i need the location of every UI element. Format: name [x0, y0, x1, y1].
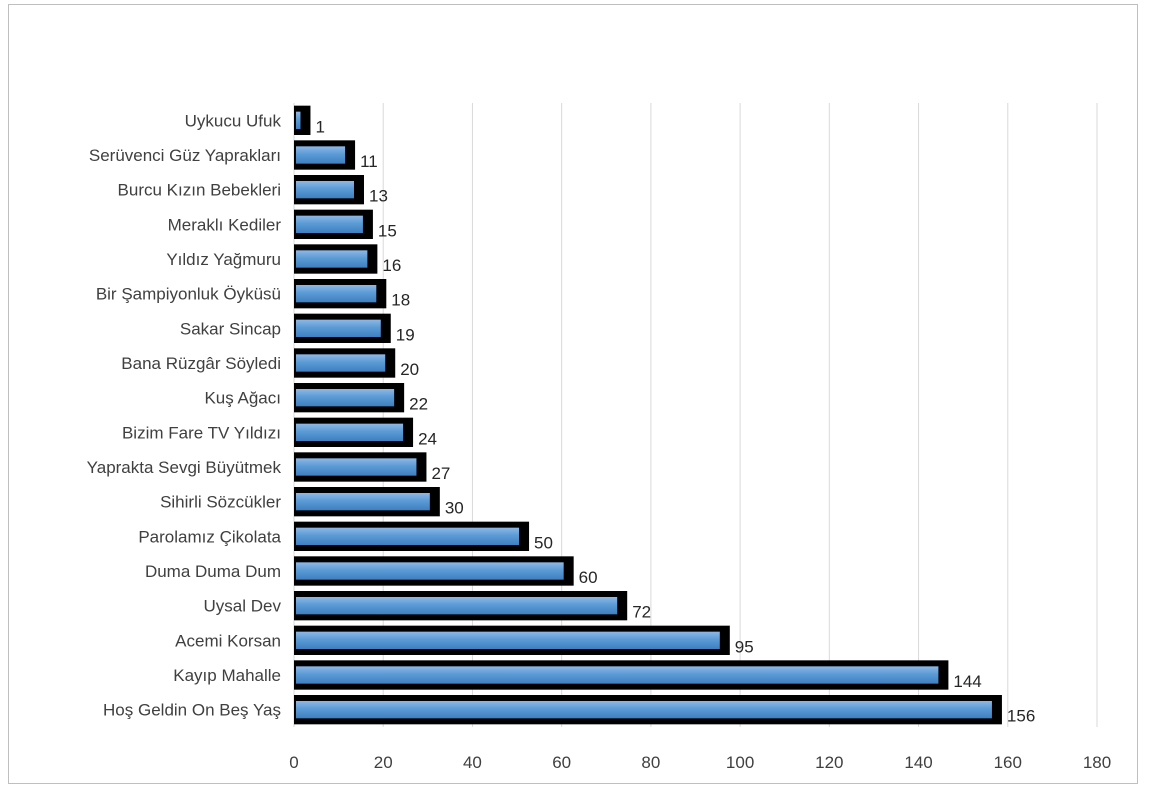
category-labels: Uykucu Ufuk Serüvenci Güz Yaprakları Burcu… — [87, 111, 282, 719]
bar-chart: Uykucu Ufuk Serüvenci Güz Yaprakları Burcu… — [87, 103, 1111, 772]
x-tick-label: 120 — [815, 753, 843, 772]
category-label: Bana Rüzgâr Söyledi — [121, 354, 281, 373]
bar — [296, 285, 377, 303]
bar — [296, 493, 430, 511]
category-label: Sihirli Sözcükler — [160, 493, 281, 512]
data-label: 1 — [315, 117, 324, 136]
bar — [296, 215, 363, 233]
category-label: Meraklı Kediler — [168, 215, 282, 234]
data-label: 20 — [400, 360, 419, 379]
category-label: Serüvenci Güz Yaprakları — [89, 146, 281, 165]
bar — [296, 146, 346, 164]
x-tick-label: 80 — [641, 753, 660, 772]
data-label: 156 — [1007, 707, 1035, 726]
bar — [296, 701, 992, 719]
x-tick-label: 60 — [552, 753, 571, 772]
category-label: Hoş Geldin On Beş Yaş — [103, 701, 281, 720]
data-label: 27 — [431, 464, 450, 483]
data-label: 15 — [378, 221, 397, 240]
data-label: 22 — [409, 395, 428, 414]
x-tick-label: 40 — [463, 753, 482, 772]
bar — [296, 111, 301, 129]
data-label: 30 — [445, 499, 464, 518]
data-label: 144 — [953, 672, 981, 691]
chart-frame: Uykucu Ufuk Serüvenci Güz Yaprakları Burcu… — [8, 4, 1138, 784]
x-tick-label: 160 — [994, 753, 1022, 772]
bar — [296, 597, 618, 615]
category-label: Kayıp Mahalle — [173, 666, 281, 685]
bar — [296, 631, 720, 649]
category-label: Uysal Dev — [204, 597, 282, 616]
x-axis-tick-labels: 0 20 40 60 80 100 120 140 160 180 — [289, 753, 1111, 772]
bar — [296, 250, 368, 268]
bar — [296, 666, 939, 684]
category-label: Bizim Fare TV Yıldızı — [122, 423, 281, 442]
data-label: 50 — [534, 533, 553, 552]
bar — [296, 319, 381, 337]
category-label: Acemi Korsan — [175, 631, 281, 650]
x-tick-label: 100 — [726, 753, 754, 772]
bar — [296, 354, 386, 372]
category-label: Yaprakta Sevgi Büyütmek — [87, 458, 282, 477]
data-label: 13 — [369, 187, 388, 206]
data-label: 24 — [418, 429, 437, 448]
category-label: Duma Duma Dum — [145, 562, 281, 581]
gridlines — [293, 103, 1098, 727]
x-tick-label: 20 — [374, 753, 393, 772]
data-label: 95 — [735, 637, 754, 656]
data-label: 60 — [579, 568, 598, 587]
x-tick-label: 180 — [1083, 753, 1111, 772]
bar — [296, 562, 564, 580]
bar — [296, 527, 520, 545]
data-label: 19 — [396, 325, 415, 344]
category-label: Kuş Ağacı — [204, 389, 281, 408]
x-tick-label: 0 — [289, 753, 298, 772]
bar — [296, 181, 354, 199]
bars — [294, 105, 1002, 725]
category-label: Yıldız Yağmuru — [166, 250, 281, 269]
category-label: Burcu Kızın Bebekleri — [118, 181, 281, 200]
category-label: Parolamız Çikolata — [138, 527, 281, 546]
data-label: 16 — [382, 256, 401, 275]
data-label: 72 — [632, 603, 651, 622]
category-label: Sakar Sincap — [180, 319, 281, 338]
data-label: 18 — [391, 291, 410, 310]
bar — [296, 458, 417, 476]
data-label: 11 — [360, 152, 378, 171]
bar — [296, 389, 395, 407]
category-label: Bir Şampiyonluk Öyküsü — [96, 285, 281, 304]
category-label: Uykucu Ufuk — [185, 111, 282, 130]
x-tick-label: 140 — [904, 753, 932, 772]
bar — [296, 423, 404, 441]
